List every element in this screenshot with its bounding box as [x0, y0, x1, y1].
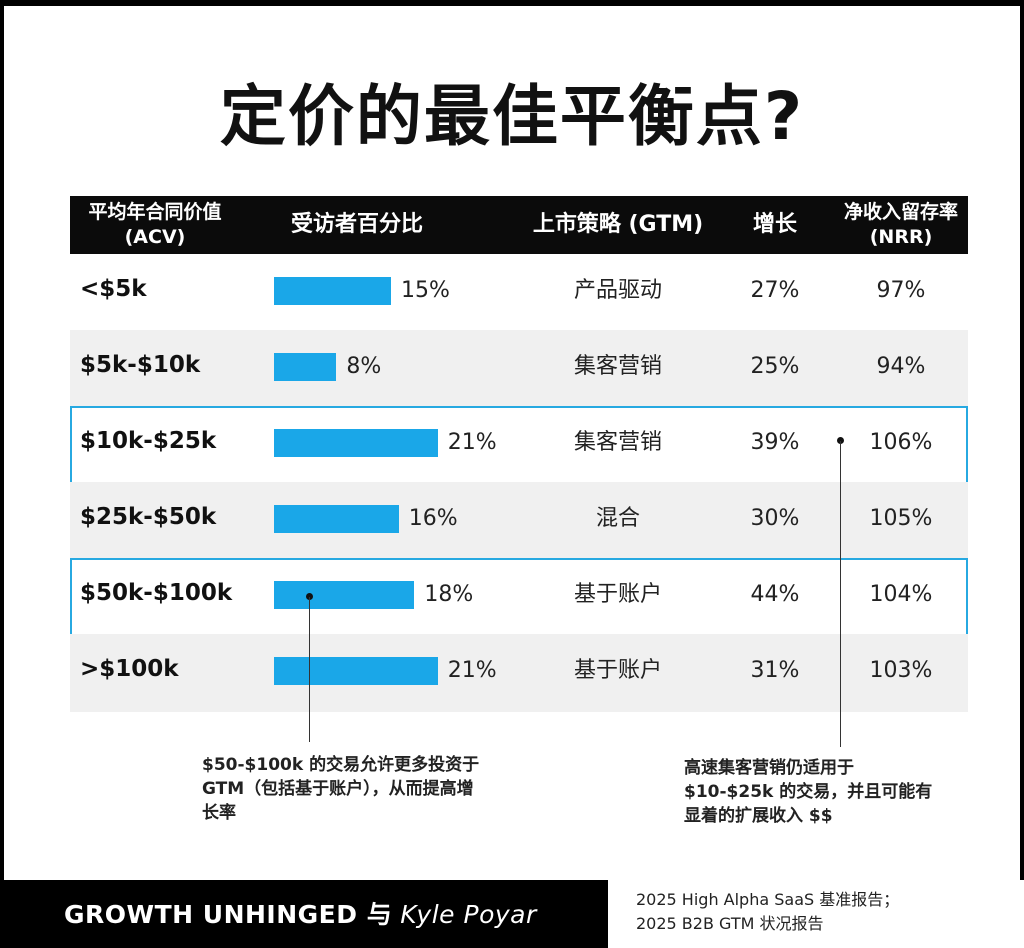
annotation-right: 高速集客营销仍适用于 $10-$25k 的交易，并且可能有 显着的扩展收入 $$: [684, 758, 933, 826]
author-name: Kyle Poyar: [400, 900, 537, 929]
nrr-value: 103%: [869, 658, 933, 683]
bar: [274, 429, 438, 457]
growth-value: 39%: [750, 430, 800, 455]
bar-value-label: 8%: [346, 354, 382, 379]
bar: [274, 581, 415, 609]
bar: [274, 353, 337, 381]
growth-value: 27%: [750, 278, 800, 303]
table-row: [70, 634, 968, 712]
source-note: 2025 High Alpha SaaS 基准报告； 2025 B2B GTM …: [636, 890, 900, 933]
annotation-line-left: [309, 597, 310, 742]
gtm-label: 产品驱动: [573, 278, 662, 303]
table-row: [70, 482, 968, 560]
acv-label: $10k-$25k: [80, 428, 217, 454]
annotation-left: $50-$100k 的交易允许更多投资于 GTM（包括基于账户），从而提高增 长…: [202, 755, 480, 823]
bar-value-label: 21%: [447, 658, 497, 683]
column-header-2: 上市策略 (GTM): [532, 212, 704, 237]
table-header: [70, 196, 968, 254]
column-header-1: 受访者百分比: [290, 212, 423, 237]
nrr-value: 106%: [869, 430, 933, 455]
brand-name: GROWTH UNHINGED 与: [64, 900, 393, 929]
brand-logo: GROWTH UNHINGED 与 Kyle Poyar: [64, 895, 537, 931]
growth-value: 31%: [750, 658, 800, 683]
nrr-value: 94%: [876, 354, 926, 379]
growth-value: 30%: [750, 506, 800, 531]
annotation-line-right: [840, 441, 841, 747]
column-header-0: 平均年合同价值 (ACV): [88, 201, 222, 248]
gtm-label: 集客营销: [573, 430, 662, 455]
gtm-label: 基于账户: [573, 582, 662, 607]
nrr-value: 104%: [869, 582, 933, 607]
nrr-value: 105%: [869, 506, 933, 531]
bar: [274, 277, 391, 305]
column-header-3: 增长: [752, 212, 797, 237]
bar-value-label: 21%: [447, 430, 497, 455]
annotation-dot-left: [306, 593, 313, 600]
gtm-label: 基于账户: [573, 658, 662, 683]
column-header-4: 净收入留存率 (NRR): [843, 201, 958, 248]
bar: [274, 657, 438, 685]
nrr-value: 97%: [876, 278, 926, 303]
gtm-label: 集客营销: [573, 354, 662, 379]
acv-label: $50k-$100k: [80, 580, 233, 606]
bar: [274, 505, 399, 533]
annotation-dot-right: [837, 437, 844, 444]
growth-value: 44%: [750, 582, 800, 607]
bar-value-label: 15%: [401, 278, 450, 303]
gtm-label: 混合: [595, 506, 640, 531]
table-row: [70, 330, 968, 408]
acv-label: $5k-$10k: [80, 352, 201, 378]
growth-value: 25%: [750, 354, 800, 379]
source-box: 2025 High Alpha SaaS 基准报告； 2025 B2B GTM …: [608, 880, 1024, 948]
acv-label: $25k-$50k: [80, 504, 217, 530]
acv-label: >$100k: [80, 656, 179, 682]
page-title: 定价的最佳平衡点?: [219, 78, 805, 155]
bar-value-label: 18%: [424, 582, 474, 607]
bar-value-label: 16%: [408, 506, 458, 531]
acv-label: <$5k: [80, 276, 147, 302]
